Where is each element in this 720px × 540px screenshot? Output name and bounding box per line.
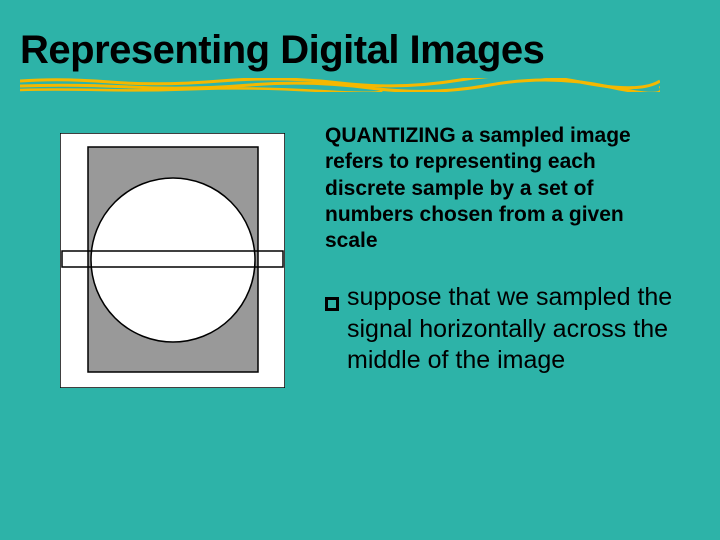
quantizing-diagram (60, 133, 285, 388)
bullet-text: suppose that we sampled the signal horiz… (347, 283, 672, 374)
definition-paragraph: QUANTIZING a sampled image refers to rep… (325, 123, 680, 254)
content-row: QUANTIZING a sampled image refers to rep… (0, 73, 720, 388)
title-area: Representing Digital Images (0, 0, 720, 73)
title-underline (20, 78, 660, 92)
bullet-icon (325, 288, 339, 302)
text-column: QUANTIZING a sampled image refers to rep… (325, 123, 690, 388)
slide-title: Representing Digital Images (20, 28, 700, 73)
bullet-paragraph: suppose that we sampled the signal horiz… (325, 282, 680, 376)
